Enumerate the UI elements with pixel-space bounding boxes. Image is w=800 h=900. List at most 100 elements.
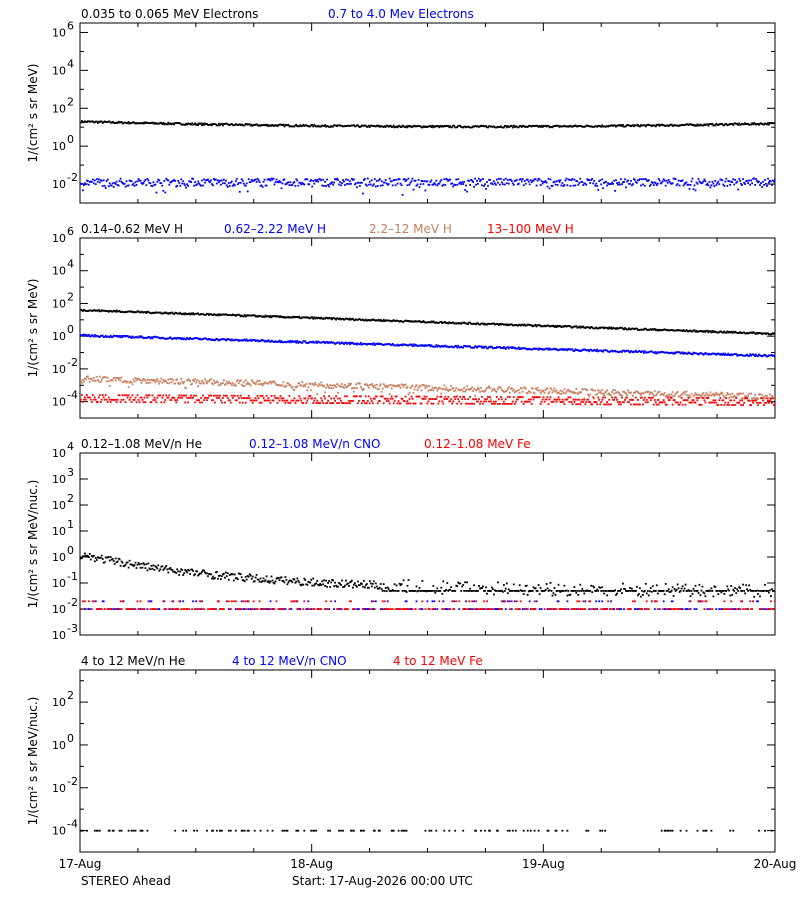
data-point bbox=[123, 335, 126, 337]
data-point bbox=[317, 340, 320, 343]
data-point bbox=[435, 590, 438, 592]
data-point bbox=[569, 390, 572, 393]
data-point bbox=[731, 404, 734, 406]
data-point bbox=[208, 337, 210, 340]
data-point bbox=[688, 188, 691, 190]
data-point bbox=[574, 325, 577, 328]
data-point bbox=[457, 398, 460, 400]
data-point bbox=[256, 178, 259, 180]
data-point bbox=[385, 319, 388, 322]
data-point bbox=[343, 586, 345, 588]
data-point bbox=[751, 397, 753, 400]
data-point bbox=[556, 398, 559, 401]
data-point bbox=[171, 122, 174, 125]
data-point bbox=[690, 180, 693, 183]
data-point bbox=[453, 390, 456, 393]
data-point bbox=[238, 572, 241, 575]
data-point bbox=[610, 326, 612, 329]
data-point bbox=[322, 402, 325, 404]
y-tick-exponent: -2 bbox=[67, 171, 78, 184]
data-point bbox=[352, 317, 354, 320]
data-point bbox=[467, 398, 469, 400]
data-point bbox=[386, 124, 389, 127]
data-point bbox=[666, 394, 669, 396]
data-point bbox=[556, 324, 559, 327]
data-point bbox=[533, 125, 536, 127]
data-point bbox=[180, 394, 183, 397]
data-point bbox=[142, 562, 145, 565]
data-point bbox=[237, 382, 240, 385]
data-point bbox=[278, 399, 281, 402]
data-point bbox=[105, 121, 108, 123]
data-point bbox=[332, 183, 334, 186]
data-point bbox=[234, 399, 237, 402]
data-point bbox=[107, 185, 110, 188]
data-point bbox=[366, 587, 369, 589]
data-point bbox=[156, 567, 159, 570]
data-point bbox=[432, 345, 435, 348]
data-point bbox=[731, 123, 734, 125]
data-point bbox=[162, 379, 165, 381]
data-point bbox=[87, 556, 90, 558]
data-point bbox=[445, 125, 448, 128]
data-point bbox=[100, 120, 103, 123]
data-point bbox=[561, 398, 564, 401]
data-point bbox=[432, 389, 435, 392]
data-point bbox=[340, 385, 342, 388]
data-point bbox=[335, 178, 337, 181]
data-point bbox=[267, 397, 270, 400]
data-point bbox=[739, 392, 742, 395]
data-point bbox=[482, 402, 484, 405]
data-point bbox=[532, 586, 535, 589]
data-point bbox=[701, 352, 704, 355]
data-point bbox=[619, 590, 621, 592]
data-point bbox=[367, 183, 370, 186]
data-point bbox=[273, 183, 276, 186]
data-point bbox=[598, 125, 601, 128]
data-point bbox=[708, 401, 711, 404]
data-point bbox=[540, 180, 543, 182]
data-point bbox=[344, 395, 346, 398]
data-point bbox=[263, 178, 266, 181]
data-point bbox=[90, 181, 93, 183]
data-point bbox=[401, 193, 404, 196]
data-point bbox=[361, 402, 363, 405]
data-point bbox=[438, 126, 441, 129]
data-point bbox=[100, 309, 103, 312]
data-point bbox=[508, 346, 511, 349]
data-point bbox=[354, 319, 356, 322]
data-point bbox=[758, 401, 760, 404]
data-point bbox=[122, 381, 125, 384]
data-point bbox=[304, 124, 307, 127]
data-point bbox=[691, 399, 694, 402]
data-point bbox=[198, 380, 200, 383]
data-point bbox=[450, 385, 453, 387]
data-point bbox=[487, 184, 489, 187]
data-point bbox=[435, 125, 438, 127]
data-point bbox=[259, 124, 262, 127]
data-point bbox=[213, 313, 215, 316]
data-point bbox=[200, 313, 202, 315]
data-point bbox=[92, 121, 95, 124]
data-point bbox=[702, 397, 705, 399]
data-point bbox=[397, 344, 400, 347]
data-point bbox=[108, 182, 111, 185]
data-point bbox=[528, 390, 531, 393]
data-point bbox=[723, 354, 726, 356]
data-point bbox=[260, 124, 263, 126]
data-point bbox=[271, 399, 274, 402]
data-point bbox=[543, 125, 546, 127]
data-point bbox=[240, 314, 243, 317]
data-point bbox=[760, 332, 762, 335]
data-point bbox=[280, 187, 283, 190]
data-point bbox=[530, 324, 533, 327]
data-point bbox=[503, 347, 506, 350]
data-point bbox=[669, 396, 672, 399]
y-tick-exponent: 3 bbox=[67, 466, 74, 479]
data-point bbox=[536, 386, 539, 389]
data-point bbox=[423, 395, 426, 398]
data-point bbox=[368, 402, 371, 405]
data-point bbox=[405, 387, 408, 389]
data-point bbox=[515, 179, 518, 181]
data-point bbox=[593, 348, 596, 351]
